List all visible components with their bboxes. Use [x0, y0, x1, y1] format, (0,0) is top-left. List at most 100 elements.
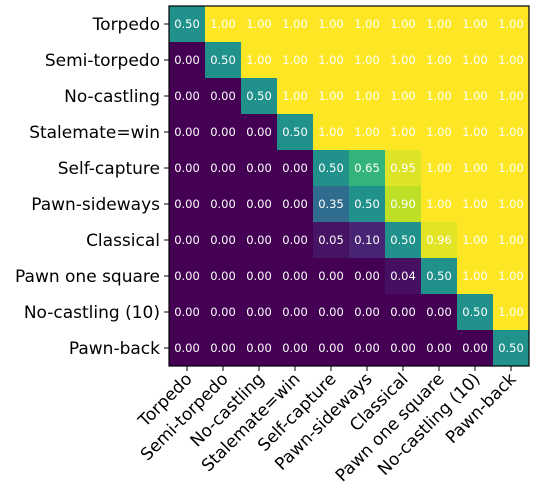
cell-value-label: 0.00 — [246, 341, 272, 355]
cell-value-label: 0.50 — [354, 197, 380, 211]
cell-value-label: 0.10 — [354, 233, 380, 247]
cell-value-label: 1.00 — [462, 89, 488, 103]
cell-value-label: 1.00 — [498, 233, 524, 247]
y-tick-label: Torpedo — [92, 15, 160, 35]
cell-value-label: 0.96 — [426, 233, 452, 247]
cell-value-label: 0.00 — [282, 269, 308, 283]
heatmap-cell — [421, 222, 457, 258]
heatmap-cell — [313, 150, 349, 186]
cell-value-label: 0.00 — [174, 305, 200, 319]
cell-value-label: 1.00 — [498, 161, 524, 175]
cell-value-label: 1.00 — [462, 233, 488, 247]
cell-value-label: 0.50 — [318, 161, 344, 175]
cell-value-label: 0.50 — [210, 53, 236, 67]
cell-value-label: 0.00 — [354, 305, 380, 319]
heatmap-cell — [241, 114, 277, 150]
heatmap-cell — [205, 258, 241, 294]
cell-value-label: 1.00 — [390, 53, 416, 67]
cell-value-label: 1.00 — [318, 89, 344, 103]
cell-value-label: 1.00 — [390, 17, 416, 31]
heatmap-cell — [493, 114, 529, 150]
heatmap-cell — [493, 258, 529, 294]
cell-value-label: 1.00 — [390, 125, 416, 139]
heatmap-cell — [457, 114, 493, 150]
cell-value-label: 0.00 — [210, 341, 236, 355]
cell-value-label: 1.00 — [318, 53, 344, 67]
heatmap-cell — [421, 78, 457, 114]
cell-value-label: 1.00 — [282, 17, 308, 31]
cell-value-label: 0.35 — [318, 197, 344, 211]
cell-value-label: 1.00 — [354, 89, 380, 103]
cell-value-label: 0.00 — [282, 341, 308, 355]
cell-value-label: 1.00 — [498, 125, 524, 139]
heatmap-cell — [241, 150, 277, 186]
cell-value-label: 1.00 — [426, 161, 452, 175]
cell-value-label: 0.50 — [426, 269, 452, 283]
heatmap-cell — [349, 294, 385, 330]
cell-value-label: 0.00 — [174, 197, 200, 211]
cell-value-label: 0.00 — [282, 197, 308, 211]
cell-value-label: 0.04 — [390, 269, 416, 283]
y-tick-label: Pawn one square — [15, 267, 160, 287]
heatmap-cell — [313, 114, 349, 150]
heatmap-cell — [421, 258, 457, 294]
cell-value-label: 0.00 — [246, 125, 272, 139]
cell-value-label: 0.50 — [246, 89, 272, 103]
cell-value-label: 0.00 — [210, 125, 236, 139]
heatmap-cell — [313, 294, 349, 330]
heatmap-cell — [457, 186, 493, 222]
heatmap-cell — [421, 42, 457, 78]
y-tick-label: No-castling (10) — [24, 303, 160, 323]
cell-value-label: 1.00 — [462, 125, 488, 139]
cell-value-label: 0.00 — [318, 269, 344, 283]
heatmap-cell — [313, 186, 349, 222]
heatmap-cell — [169, 294, 205, 330]
cell-value-label: 1.00 — [426, 125, 452, 139]
cell-value-label: 0.50 — [498, 341, 524, 355]
cell-value-label: 0.00 — [282, 305, 308, 319]
heatmap-cell — [421, 114, 457, 150]
cell-value-label: 1.00 — [318, 125, 344, 139]
cell-value-label: 0.00 — [210, 161, 236, 175]
heatmap-cell-labels: 0.50 1.00 1.00 1.00 1.00 1.00 1.00 1.00 1.00 1.00… — [174, 17, 524, 355]
heatmap-cell — [493, 222, 529, 258]
heatmap-cell — [169, 258, 205, 294]
cell-value-label: 1.00 — [426, 17, 452, 31]
cell-value-label: 0.00 — [246, 161, 272, 175]
heatmap-cell — [457, 150, 493, 186]
cell-value-label: 1.00 — [498, 53, 524, 67]
heatmap-cell — [277, 222, 313, 258]
y-tick-label: Pawn-back — [69, 339, 160, 359]
heatmap-cell — [169, 186, 205, 222]
heatmap-cell — [205, 294, 241, 330]
heatmap-cell — [241, 78, 277, 114]
cell-value-label: 0.00 — [174, 125, 200, 139]
cell-value-label: 1.00 — [498, 89, 524, 103]
cell-value-label: 0.00 — [210, 89, 236, 103]
heatmap-cell — [385, 294, 421, 330]
heatmap-cell — [349, 42, 385, 78]
cell-value-label: 0.00 — [282, 161, 308, 175]
heatmap-cell — [349, 114, 385, 150]
heatmap-cell — [277, 6, 313, 42]
cell-value-label: 0.00 — [174, 233, 200, 247]
heatmap-cell — [169, 78, 205, 114]
heatmap-cell — [169, 330, 205, 366]
heatmap-cell — [385, 330, 421, 366]
cell-value-label: 0.00 — [390, 341, 416, 355]
cell-value-label: 1.00 — [462, 197, 488, 211]
heatmap-cell — [349, 330, 385, 366]
heatmap-cell — [241, 294, 277, 330]
heatmap-cell — [421, 186, 457, 222]
heatmap-cell — [421, 150, 457, 186]
cell-value-label: 0.00 — [246, 197, 272, 211]
heatmap-cell — [241, 186, 277, 222]
heatmap-cell — [349, 222, 385, 258]
cell-value-label: 1.00 — [246, 17, 272, 31]
heatmap-cell — [277, 330, 313, 366]
cell-value-label: 1.00 — [426, 53, 452, 67]
heatmap-cell — [313, 42, 349, 78]
heatmap-cell — [493, 6, 529, 42]
cell-value-label: 0.00 — [210, 233, 236, 247]
heatmap-cell — [241, 6, 277, 42]
